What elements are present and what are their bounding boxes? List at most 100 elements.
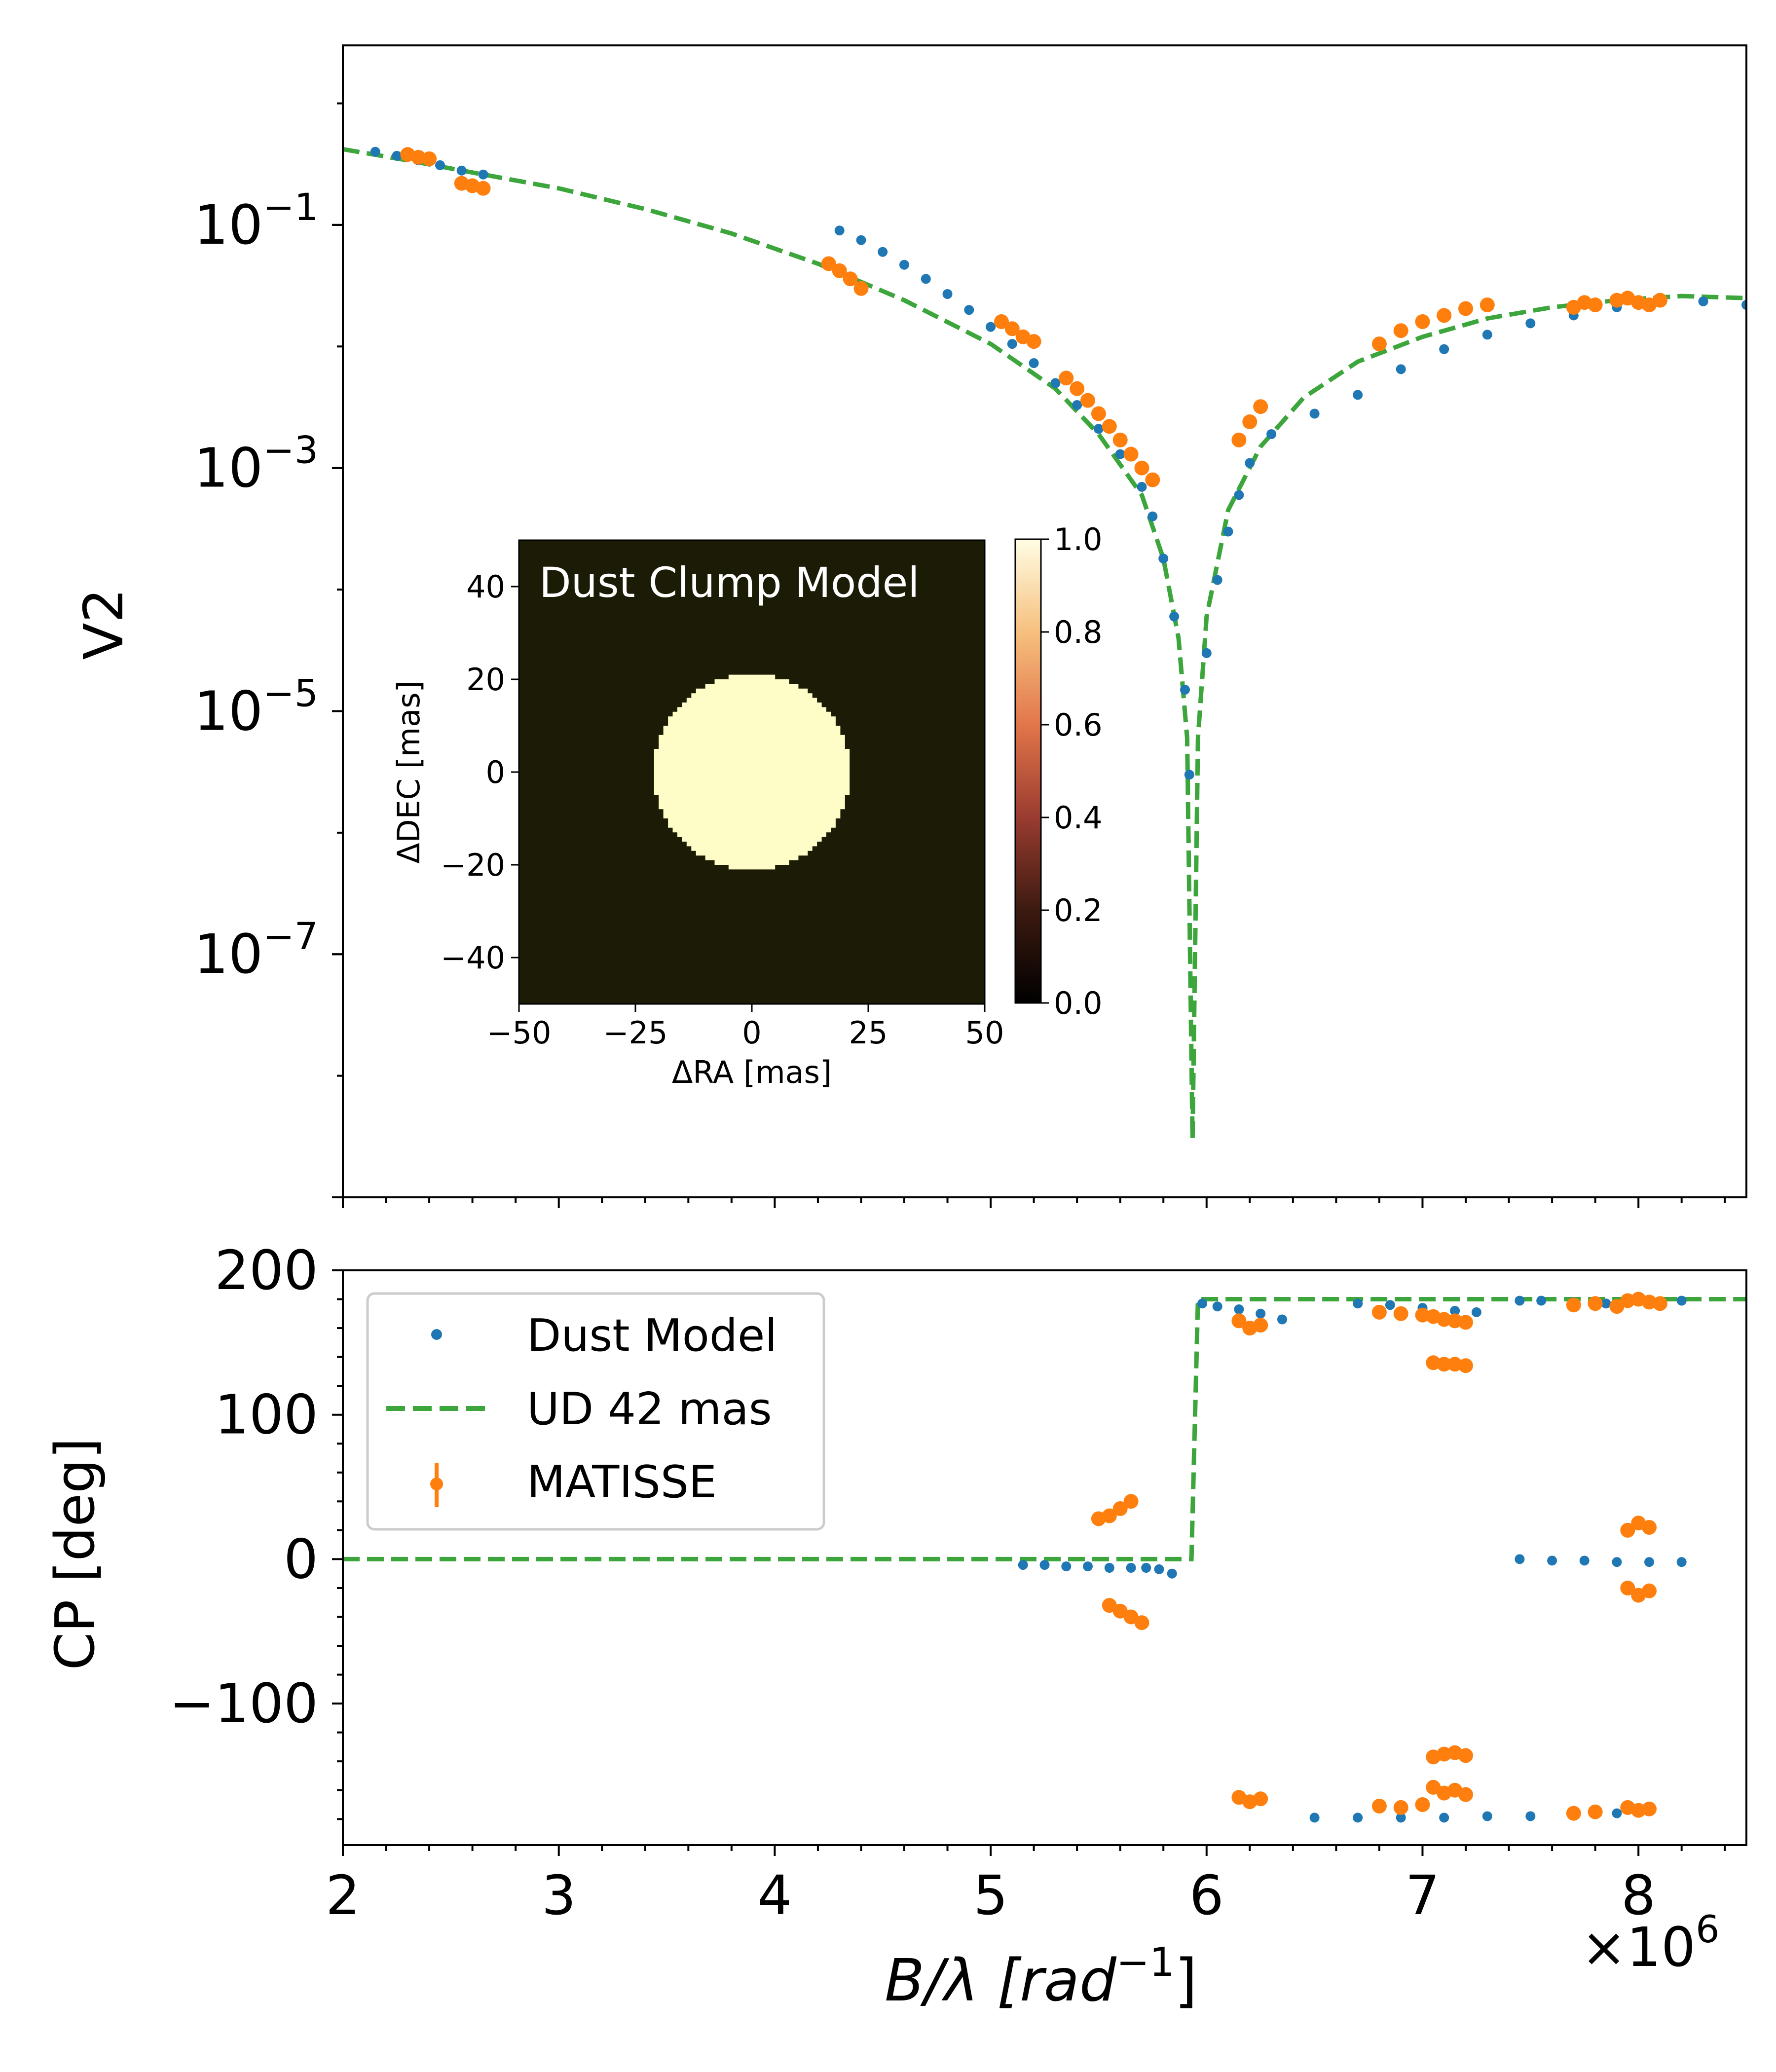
y-tick-label: 100 — [215, 1383, 318, 1446]
dust-model-point — [1515, 1554, 1525, 1564]
y-tick-label: 10−3 — [194, 428, 318, 500]
matisse-point — [1642, 1295, 1657, 1310]
dust-model-point — [1197, 1298, 1207, 1309]
dust-model-point — [1154, 1564, 1164, 1574]
matisse-point — [1091, 406, 1106, 421]
dust-model-point — [986, 322, 996, 332]
inset-y-tick-label: 40 — [466, 569, 505, 605]
dust-model-point — [1353, 1298, 1363, 1309]
dust-model-point — [1309, 408, 1320, 419]
dust-model-point — [1083, 1561, 1093, 1572]
matisse-point — [1371, 336, 1387, 352]
dust-model-point — [1385, 1300, 1395, 1310]
dust-model-point — [1309, 1813, 1320, 1823]
inset-y-tick-label: −20 — [441, 847, 505, 883]
matisse-point — [832, 263, 847, 278]
matisse-point — [1393, 1306, 1408, 1321]
bottom-axes-frame — [342, 1269, 1747, 1846]
matisse-point — [994, 314, 1009, 329]
matisse-point — [1620, 1293, 1635, 1308]
matisse-point — [1566, 1806, 1581, 1821]
x-scale-base: ×10 — [1581, 1916, 1696, 1979]
matisse-point — [1642, 1801, 1657, 1816]
inset-x-tick-label: −25 — [603, 1015, 668, 1051]
dust-model-point — [1158, 554, 1169, 564]
matisse-point — [1070, 381, 1085, 396]
top-x-ticks — [342, 1197, 1726, 1208]
matisse-point — [1642, 1583, 1657, 1598]
dust-model-point — [1439, 344, 1449, 354]
colorbar-tick-label: 0.6 — [1054, 707, 1103, 743]
matisse-point — [1588, 1296, 1603, 1311]
dust-model-point — [1353, 390, 1363, 400]
matisse-point — [1458, 1787, 1473, 1802]
dust-model-point — [1169, 611, 1180, 622]
top-ylabel: V2 — [72, 588, 135, 660]
y-tick-label: −100 — [169, 1672, 318, 1735]
y-tick-label: 10−5 — [194, 671, 318, 742]
matisse-point — [1652, 1296, 1667, 1311]
dust-model-point — [1612, 1557, 1622, 1567]
inset-title: Dust Clump Model — [539, 558, 920, 607]
matisse-point — [1437, 1357, 1452, 1372]
inset-y-tick-label: −40 — [441, 940, 505, 976]
dust-model-point — [1141, 1563, 1151, 1573]
y-tick-label: 10−1 — [194, 185, 318, 257]
matisse-point — [1242, 414, 1258, 429]
dust-model-point — [478, 169, 488, 180]
x-tick-label: 3 — [542, 1864, 576, 1927]
colorbar-tick-label: 0.2 — [1054, 892, 1103, 928]
matisse-point — [1112, 1501, 1128, 1516]
dust-model-points-bottom — [1018, 1295, 1687, 1823]
matisse-point — [1253, 1318, 1268, 1333]
dust-model-point — [1234, 1304, 1244, 1314]
dust-model-point — [1277, 1314, 1287, 1325]
inset-image: Dust Clump Model −50 −25 0 25 50 40 20 0 −20 −40… — [391, 521, 1103, 1090]
matisse-point — [843, 271, 858, 287]
dust-model-point — [1201, 648, 1212, 658]
matisse-point — [1123, 446, 1139, 462]
matisse-point — [1102, 1508, 1117, 1523]
dust-model-point — [392, 150, 402, 161]
bottom-xlabel: B/λ [rad−1] — [885, 1939, 1197, 2014]
dust-model-point — [1482, 1811, 1492, 1821]
matisse-point — [853, 281, 869, 296]
matisse-point — [1112, 1603, 1128, 1619]
matisse-point — [1652, 293, 1667, 308]
dust-model-point — [1050, 378, 1061, 388]
matisse-point — [1134, 1615, 1149, 1630]
xlabel-close: ] — [1175, 1946, 1197, 2014]
matisse-point — [1480, 297, 1495, 312]
x-scale-exponent: 6 — [1696, 1907, 1719, 1951]
dust-model-point — [1547, 1555, 1557, 1566]
matisse-point — [1231, 432, 1247, 447]
matisse-point — [1458, 1748, 1473, 1763]
dust-model-point — [1698, 296, 1708, 306]
matisse-point — [1393, 1800, 1408, 1815]
ud-cp-line — [343, 1297, 1746, 1561]
dust-model-point — [1471, 1307, 1481, 1317]
matisse-point — [1609, 1299, 1625, 1314]
dust-model-point — [1450, 1306, 1460, 1316]
inset-dust-disk — [654, 674, 850, 870]
matisse-point — [1642, 1520, 1657, 1535]
legend-box — [366, 1292, 825, 1531]
dust-model-point — [1093, 424, 1104, 434]
dust-model-point — [1126, 1563, 1136, 1573]
matisse-point — [1004, 321, 1020, 336]
dust-model-point — [1612, 1808, 1622, 1818]
dust-model-point — [1676, 1295, 1687, 1306]
dust-model-point — [1104, 1563, 1114, 1573]
matisse-point — [1393, 323, 1408, 338]
matisse-point — [821, 256, 836, 271]
inset-x-tick-label: −50 — [487, 1015, 552, 1051]
y-tick-label: 0 — [284, 1527, 318, 1591]
matisse-point — [1080, 393, 1095, 408]
dust-model-point — [964, 305, 974, 315]
matisse-point — [1026, 334, 1041, 349]
inset-x-ticks: −50 −25 0 25 50 — [487, 1004, 1004, 1051]
ud-model-curve-bottom — [343, 1297, 1746, 1561]
dust-model-point — [1396, 1813, 1406, 1823]
bottom-x-ticks: 2 3 4 5 6 7 8 — [326, 1845, 1726, 1927]
top-axes-frame — [342, 44, 1747, 1198]
